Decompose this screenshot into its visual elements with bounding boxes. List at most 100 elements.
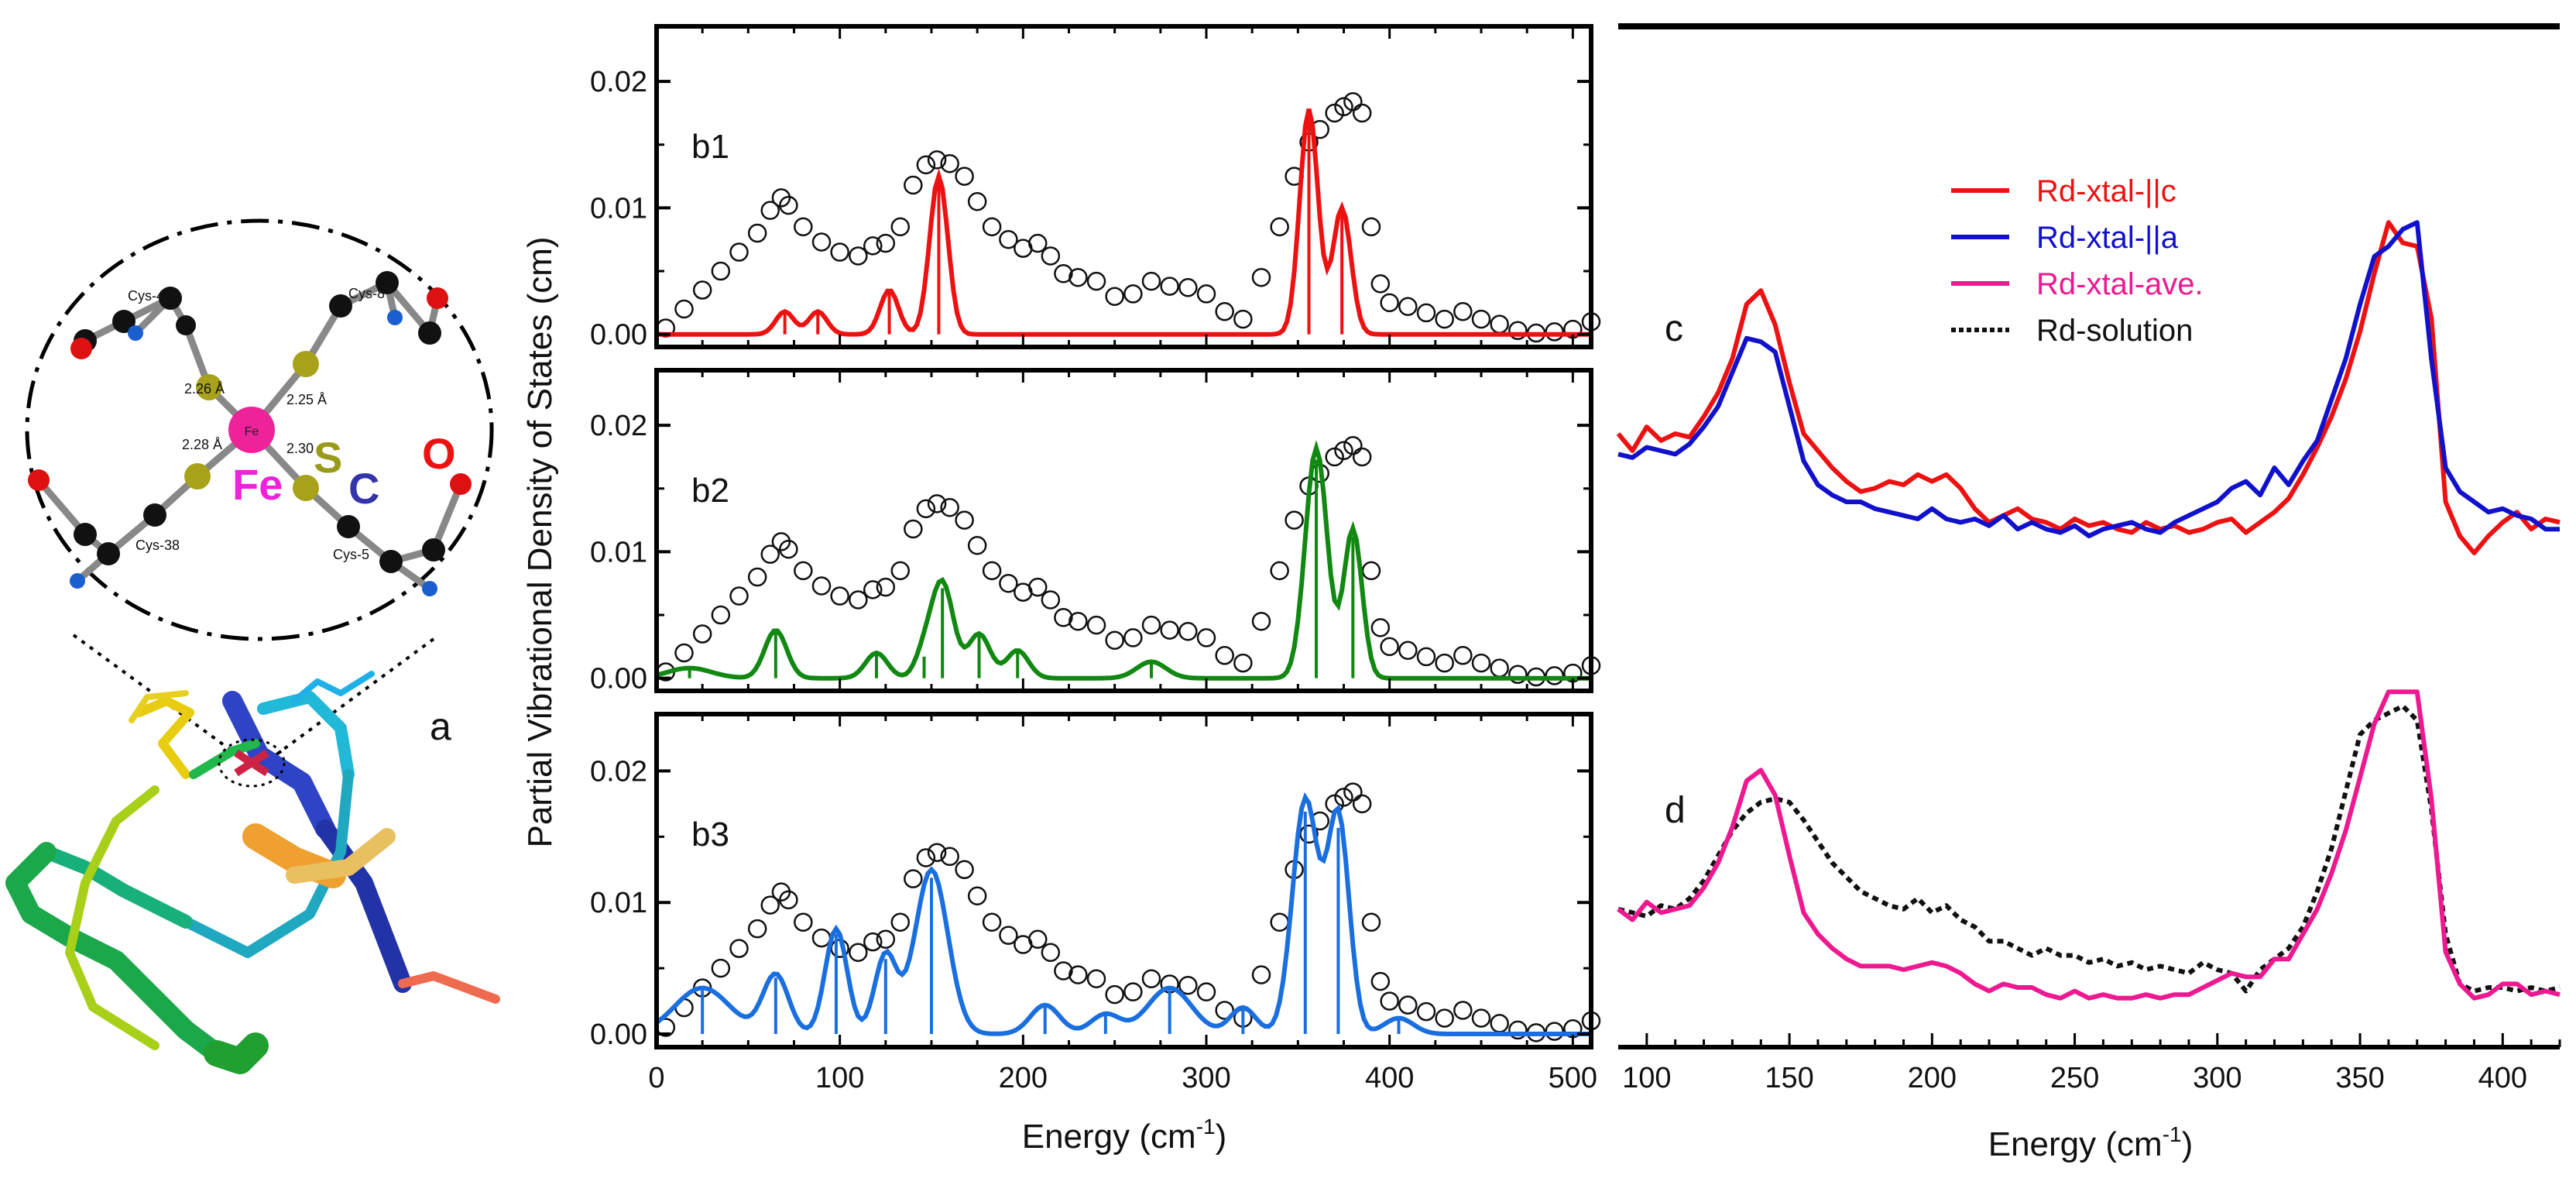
- exp-point-b1-28: [1068, 267, 1088, 287]
- exp-point-b3-46: [1352, 794, 1372, 814]
- residue-labels: Cys-41 Cys-8 Cys-38 Cys-5: [128, 286, 385, 562]
- calc-curve-b2: [657, 439, 1591, 681]
- exp-point-b3-9: [794, 912, 813, 932]
- panel-label-c: c: [1665, 308, 1683, 349]
- exp-point-b1-19: [940, 154, 959, 173]
- exp-point-b1-30: [1105, 287, 1124, 306]
- exp-point-b1-56: [1508, 321, 1528, 341]
- s-label: S: [314, 433, 342, 482]
- exp-point-b1-44: [1334, 97, 1353, 117]
- left-axes: 0.00 0.01 0.02 0.00 0.01 0.02 0.00 0.01 0.02 0 100…: [590, 24, 1597, 1094]
- exp-point-b1-10: [811, 232, 832, 252]
- exp-point-b3-5: [747, 919, 767, 939]
- exp-point-b2-23: [999, 573, 1018, 593]
- right-ticks: 100 150 200 250 300 350 400: [1622, 1033, 2561, 1094]
- exp-point-b2-35: [1196, 628, 1216, 647]
- exp-point-b2-9: [794, 561, 813, 581]
- panel-label-d: d: [1665, 790, 1686, 831]
- exp-point-b2-47: [1361, 561, 1381, 581]
- exp-point-b3-45: [1343, 782, 1363, 802]
- exp-point-b2-14: [876, 577, 896, 597]
- exp-point-b2-32: [1141, 615, 1161, 635]
- exp-point-b2-12: [849, 590, 868, 610]
- ytick-label-b2-1: 0.01: [590, 536, 647, 568]
- exp-point-b3-26: [1041, 943, 1061, 962]
- exp-point-b3-32: [1141, 969, 1161, 988]
- exp-point-b3-16: [904, 869, 923, 888]
- exp-point-b1-4: [729, 242, 749, 262]
- xtick-label-right-6: 400: [2478, 1062, 2527, 1094]
- plot-b3: b3: [656, 782, 1601, 1042]
- iron-atom: [228, 407, 275, 453]
- protein-ribbon: [5, 671, 500, 1074]
- curve-xtal-ave: [1617, 689, 2561, 1001]
- exp-point-b3-15: [890, 912, 911, 932]
- exp-point-b2-55: [1490, 658, 1509, 678]
- xtick-label-3: 300: [1182, 1062, 1230, 1094]
- exp-point-b2-1: [674, 643, 694, 663]
- exp-point-b2-30: [1105, 630, 1124, 650]
- nitrogen-atoms: [70, 310, 437, 596]
- exp-point-b1-53: [1453, 302, 1473, 321]
- exp-point-b1-54: [1471, 309, 1491, 329]
- xtick-label-4: 400: [1365, 1062, 1414, 1094]
- exp-point-b3-47: [1361, 912, 1381, 932]
- sticks-b1: [783, 120, 1344, 335]
- exp-point-b3-20: [955, 860, 974, 880]
- exp-point-b2-39: [1270, 561, 1289, 581]
- exp-point-b3-4: [729, 939, 749, 958]
- xtick-label-right-0: 100: [1622, 1062, 1671, 1094]
- residue-label-cys38: Cys-38: [135, 538, 180, 553]
- panel-label-b2: b2: [691, 472, 729, 510]
- exp-point-b3-50: [1398, 995, 1418, 1015]
- exp-point-b3-31: [1123, 982, 1143, 1001]
- xtick-label-1: 100: [815, 1062, 864, 1094]
- xtick-label-right-1: 150: [1765, 1062, 1813, 1094]
- exp-point-b3-55: [1490, 1014, 1509, 1033]
- panels-cd: 100 150 200 250 300 350 400 c d Rd-xtal-||c Rd…: [1617, 23, 2561, 1163]
- exp-point-b1-58: [1545, 322, 1564, 342]
- x-axis-title-right: Energy (cm-1): [1988, 1122, 2194, 1163]
- exp-point-b1-35: [1196, 284, 1216, 304]
- exp-point-b1-32: [1141, 271, 1161, 291]
- fe-label: Fe: [232, 460, 283, 509]
- exp-point-b2-54: [1471, 653, 1491, 673]
- exp-point-b3-56: [1508, 1020, 1528, 1040]
- exp-point-b3-41: [1299, 824, 1319, 844]
- exp-point-b2-8: [779, 539, 798, 559]
- panel-label-b1: b1: [691, 128, 729, 166]
- exp-point-b2-56: [1508, 665, 1528, 685]
- exp-point-b1-16: [904, 175, 923, 195]
- panel-label-b3: b3: [691, 816, 729, 854]
- exp-point-b1-33: [1160, 276, 1179, 296]
- exp-point-b3-52: [1435, 1008, 1454, 1028]
- legend-label-xtal-a: Rd-xtal-||a: [2036, 221, 2179, 255]
- exp-point-b1-45: [1343, 92, 1363, 112]
- exp-point-b2-58: [1545, 666, 1564, 685]
- bond-length-3: 2.28 Å: [182, 437, 222, 452]
- oxygen-atoms: [28, 287, 472, 495]
- exp-point-b1-21: [967, 191, 987, 211]
- xtick-label-right-2: 200: [1908, 1062, 1957, 1094]
- exp-point-b3-58: [1545, 1022, 1564, 1041]
- exp-point-b2-25: [1028, 577, 1048, 597]
- exp-point-b2-22: [982, 561, 1002, 581]
- exp-point-b3-39: [1270, 912, 1289, 932]
- exp-point-b2-38: [1251, 611, 1271, 631]
- exp-point-b3-13: [863, 932, 883, 952]
- exp-point-b2-34: [1178, 622, 1198, 641]
- exp-point-b3-14: [876, 929, 896, 950]
- panels-b: b1 b2 b3 0.000.010.020.000.010.020.000.0…: [521, 24, 1601, 1156]
- exp-point-b1-25: [1028, 233, 1048, 253]
- xtick-label-right-4: 300: [2193, 1062, 2242, 1094]
- sticks-b2: [688, 459, 1355, 678]
- fe-site-marker: [234, 749, 269, 777]
- xtick-label-0: 0: [648, 1062, 664, 1094]
- exp-point-b3-21: [967, 886, 987, 905]
- exp-point-b3-38: [1251, 965, 1271, 984]
- bond-length-1: 2.26 Å: [184, 381, 225, 397]
- curve-solution: [1617, 703, 2561, 994]
- exp-point-b1-26: [1041, 246, 1061, 266]
- exp-point-b3-51: [1416, 1001, 1436, 1022]
- exp-point-b1-13: [863, 236, 883, 256]
